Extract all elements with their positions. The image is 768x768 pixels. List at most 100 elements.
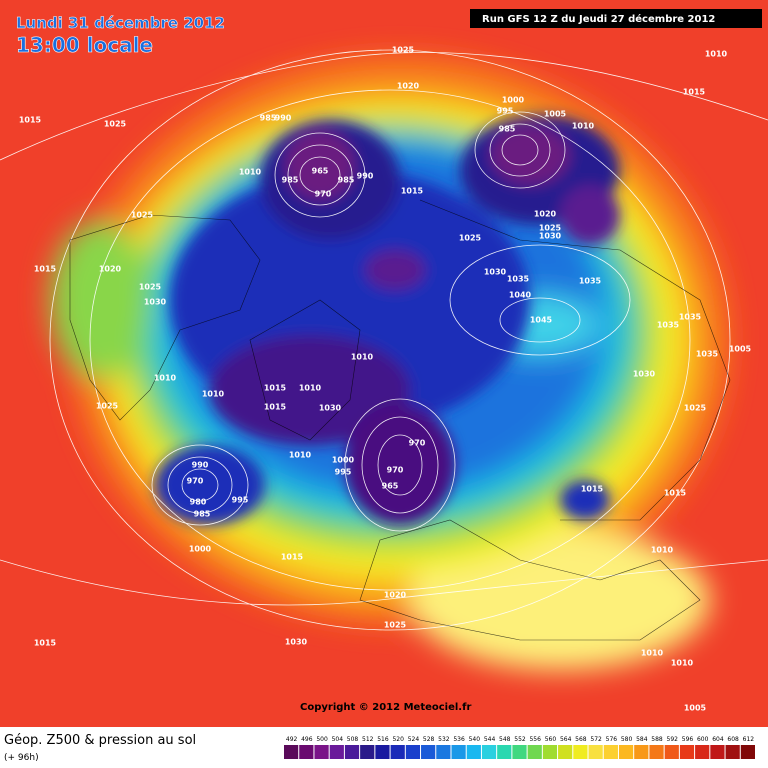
pressure-label: 1010 bbox=[671, 659, 694, 668]
legend-label: 604 bbox=[712, 736, 724, 743]
legend-label: 532 bbox=[438, 736, 450, 743]
legend-label: 588 bbox=[651, 736, 663, 743]
pressure-label: 1030 bbox=[285, 638, 308, 647]
legend-swatch bbox=[542, 745, 558, 759]
pressure-label: 985 bbox=[338, 176, 355, 185]
pressure-label: 1005 bbox=[729, 345, 752, 354]
pressure-label: 1045 bbox=[530, 316, 553, 325]
forecast-lead: (+ 96h) bbox=[4, 753, 39, 763]
legend-swatch bbox=[299, 745, 314, 759]
pressure-label: 985 bbox=[260, 114, 277, 123]
pressure-label: 990 bbox=[357, 172, 374, 181]
legend-swatch bbox=[603, 745, 618, 759]
legend-swatch bbox=[527, 745, 542, 759]
legend-label: 600 bbox=[697, 736, 709, 743]
legend-swatch bbox=[466, 745, 481, 759]
legend-swatch bbox=[664, 745, 679, 759]
pressure-label: 1020 bbox=[99, 265, 122, 274]
legend-label: 492 bbox=[286, 736, 298, 743]
legend-swatch bbox=[573, 745, 588, 759]
legend-swatch bbox=[618, 745, 634, 759]
geopotential-field bbox=[0, 0, 768, 727]
legend-swatch bbox=[329, 745, 344, 759]
pressure-label: 1010 bbox=[651, 546, 674, 555]
legend-label: 544 bbox=[484, 736, 496, 743]
legend-swatch bbox=[740, 745, 755, 759]
pressure-label: 1015 bbox=[34, 265, 57, 274]
pressure-label: 1035 bbox=[507, 275, 530, 284]
time-title: 13:00 locale bbox=[16, 33, 153, 57]
legend-label: 584 bbox=[636, 736, 648, 743]
pressure-label: 1035 bbox=[696, 350, 719, 359]
legend-label: 512 bbox=[362, 736, 374, 743]
pressure-label: 1015 bbox=[683, 88, 706, 97]
pressure-label: 1035 bbox=[679, 313, 702, 322]
pressure-label: 1010 bbox=[641, 649, 664, 658]
pressure-label: 1030 bbox=[539, 232, 562, 241]
pressure-label: 985 bbox=[499, 125, 516, 134]
pressure-label: 965 bbox=[312, 167, 329, 176]
legend-label: 580 bbox=[621, 736, 633, 743]
legend-swatch bbox=[679, 745, 695, 759]
pressure-label: 1025 bbox=[459, 234, 482, 243]
legend-swatch bbox=[558, 745, 573, 759]
pressure-label: 1020 bbox=[397, 82, 420, 91]
pressure-label: 1025 bbox=[131, 211, 154, 220]
legend-swatch bbox=[725, 745, 740, 759]
legend-swatch bbox=[451, 745, 466, 759]
legend-label: 528 bbox=[423, 736, 435, 743]
run-box bbox=[470, 9, 762, 28]
pressure-label: 1005 bbox=[544, 110, 567, 119]
pressure-label: 1015 bbox=[264, 384, 287, 393]
legend-label: 612 bbox=[743, 736, 755, 743]
pressure-label: 1015 bbox=[401, 187, 424, 196]
pressure-label: 1030 bbox=[633, 370, 656, 379]
pressure-label: 1010 bbox=[239, 168, 262, 177]
pressure-label: 1005 bbox=[684, 704, 707, 713]
legend-swatch bbox=[360, 745, 375, 759]
legend-swatch bbox=[512, 745, 527, 759]
pressure-label: 1025 bbox=[104, 120, 127, 129]
pressure-label: 1040 bbox=[509, 291, 532, 300]
pressure-label: 990 bbox=[192, 461, 209, 470]
pressure-label: 1035 bbox=[579, 277, 602, 286]
legend-swatch bbox=[497, 745, 512, 759]
legend-label: 560 bbox=[545, 736, 557, 743]
legend-swatch bbox=[710, 745, 725, 759]
pressure-label: 1015 bbox=[19, 116, 42, 125]
pressure-label: 1010 bbox=[351, 353, 374, 362]
legend-label: 572 bbox=[590, 736, 602, 743]
pressure-label: 1025 bbox=[539, 224, 562, 233]
legend-label: 540 bbox=[469, 736, 481, 743]
pressure-label: 1000 bbox=[502, 96, 525, 105]
coastlines bbox=[69, 199, 731, 641]
legend-label: 552 bbox=[514, 736, 526, 743]
pressure-label: 970 bbox=[315, 190, 332, 199]
legend-swatch bbox=[695, 745, 710, 759]
pressure-label: 1015 bbox=[581, 485, 604, 494]
pressure-label: 1015 bbox=[34, 639, 57, 648]
run-info: Run GFS 12 Z du Jeudi 27 décembre 2012 bbox=[482, 13, 715, 25]
legend-label: 516 bbox=[377, 736, 389, 743]
footer-title: Géop. Z500 & pression au sol bbox=[4, 733, 196, 748]
legend-label: 504 bbox=[332, 736, 344, 743]
pressure-label: 1000 bbox=[189, 545, 212, 554]
pressure-label: 1015 bbox=[664, 489, 687, 498]
pressure-label: 1010 bbox=[202, 390, 225, 399]
legend-swatch bbox=[634, 745, 649, 759]
pressure-label: 995 bbox=[335, 468, 352, 477]
legend-swatch bbox=[314, 745, 329, 759]
legend-label: 596 bbox=[682, 736, 694, 743]
pressure-label: 1010 bbox=[299, 384, 322, 393]
legend-swatch bbox=[436, 745, 451, 759]
pressure-label: 1025 bbox=[384, 621, 407, 630]
pressure-label: 1030 bbox=[144, 298, 167, 307]
legend-swatch bbox=[390, 745, 405, 759]
pressure-label: 970 bbox=[387, 466, 404, 475]
legend-label: 564 bbox=[560, 736, 572, 743]
pressure-label: 1035 bbox=[657, 321, 680, 330]
pressure-label: 970 bbox=[187, 477, 204, 486]
legend-label: 592 bbox=[667, 736, 679, 743]
pressure-label: 1025 bbox=[392, 46, 415, 55]
